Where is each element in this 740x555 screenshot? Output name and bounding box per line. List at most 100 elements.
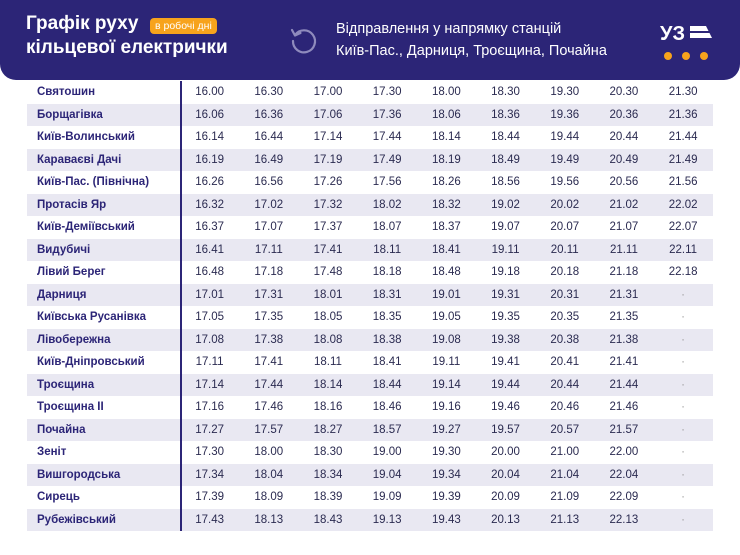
table-row: Дарниця 17.01 17.31 18.01 18.31 19.01 19.31 20.… bbox=[27, 283, 713, 306]
departure-time: 17.32 bbox=[313, 198, 343, 211]
table-row: Видубичі 16.41 17.11 17.41 18.11 18.41 19.11 20… bbox=[27, 238, 713, 261]
departure-time: 18.34 bbox=[313, 468, 343, 481]
departure-time: 17.27 bbox=[195, 423, 224, 436]
departure-time: 22.11 bbox=[669, 243, 698, 256]
station-name: Київ-Пас. (Північна) bbox=[37, 176, 150, 189]
departure-time: 19.07 bbox=[491, 221, 520, 234]
departure-time: 16.06 bbox=[195, 108, 224, 121]
departure-time: 16.56 bbox=[254, 176, 284, 189]
weekday-badge: в робочі дні bbox=[150, 18, 217, 34]
departure-time: 21.56 bbox=[668, 176, 698, 189]
departure-time: 22.07 bbox=[668, 221, 698, 234]
departure-time: 20.36 bbox=[609, 108, 639, 121]
table-row: Протасів Яр 16.32 17.02 17.32 18.02 18.32 19.0… bbox=[27, 193, 713, 216]
departure-time: 17.01 bbox=[195, 288, 224, 301]
departure-time: 19.01 bbox=[431, 288, 461, 301]
table-row: Караваєві Дачі 16.19 16.49 17.19 17.49 18.19 1… bbox=[27, 148, 713, 171]
departure-time: 20.30 bbox=[609, 86, 639, 99]
table-row: Київ-Деміївський 16.37 17.07 17.37 18.07 18.3… bbox=[27, 216, 713, 239]
departure-time: 17.38 bbox=[254, 333, 284, 346]
departure-time: 22.09 bbox=[609, 491, 639, 504]
departure-time: 20.35 bbox=[550, 311, 580, 324]
departure-time: 21.04 bbox=[550, 468, 580, 481]
departure-time: 17.02 bbox=[254, 198, 284, 211]
table-row: Київська Русанівка 17.05 17.35 18.05 18.35 19… bbox=[27, 306, 713, 329]
departure-time: 18.11 bbox=[373, 243, 402, 256]
departure-time: 18.31 bbox=[372, 288, 402, 301]
departure-time: 16.30 bbox=[254, 86, 284, 99]
departure-time: 19.16 bbox=[431, 401, 461, 414]
station-name: Видубичі bbox=[37, 243, 91, 256]
departure-time: 17.35 bbox=[254, 311, 284, 324]
departure-time: 18.11 bbox=[314, 356, 342, 369]
table-row: Київ-Пас. (Північна) 16.26 16.56 17.26 17.56… bbox=[27, 171, 713, 194]
departure-time: 22.00 bbox=[609, 446, 639, 459]
departure-time: · bbox=[681, 468, 686, 481]
departure-time: 19.43 bbox=[431, 513, 461, 526]
circular-arrow-icon bbox=[290, 28, 317, 54]
station-name: Київ-Дніпровський bbox=[37, 356, 145, 369]
departure-time: 17.57 bbox=[254, 423, 284, 436]
departure-time: 16.49 bbox=[254, 153, 284, 166]
departure-time: 18.26 bbox=[431, 176, 461, 189]
departure-time: · bbox=[681, 356, 686, 369]
departure-time: 18.14 bbox=[313, 378, 343, 391]
departure-time: 19.30 bbox=[431, 446, 461, 459]
departure-time: · bbox=[681, 401, 686, 414]
departure-time: 21.38 bbox=[609, 333, 639, 346]
uz-logo: УЗ bbox=[660, 23, 712, 60]
table-row: Святошин 16.00 16.30 17.00 17.30 18.00 18.30 19… bbox=[27, 81, 713, 104]
departure-time: 17.26 bbox=[313, 176, 343, 189]
departure-time: 17.07 bbox=[254, 221, 284, 234]
station-name: Троєщина II bbox=[37, 401, 104, 414]
departure-time: 18.04 bbox=[254, 468, 284, 481]
direction-line-2: Київ-Пас., Дарниця, Троєщина, Почайна bbox=[336, 43, 607, 59]
column-divider bbox=[180, 81, 182, 531]
departure-time: 17.43 bbox=[195, 513, 224, 526]
departure-time: 17.44 bbox=[372, 131, 402, 144]
departure-time: 22.13 bbox=[609, 513, 639, 526]
table-row: Сирець 17.39 18.09 18.39 19.09 19.39 20.09 21.0… bbox=[27, 486, 713, 509]
departure-time: 21.30 bbox=[668, 86, 698, 99]
departure-time: 20.41 bbox=[550, 356, 580, 369]
departure-time: 19.08 bbox=[431, 333, 461, 346]
departure-time: · bbox=[681, 333, 686, 346]
table-row: Вишгородська 17.34 18.04 18.34 19.04 19.34 20.… bbox=[27, 463, 713, 486]
departure-time: 21.44 bbox=[609, 378, 639, 391]
departure-time: 19.39 bbox=[431, 491, 461, 504]
departure-time: 18.01 bbox=[313, 288, 343, 301]
departure-time: 19.35 bbox=[491, 311, 520, 324]
departure-time: 18.44 bbox=[491, 131, 520, 144]
departure-time: 17.11 bbox=[254, 243, 283, 256]
station-name: Протасів Яр bbox=[37, 198, 107, 211]
station-name: Київ-Волинський bbox=[37, 131, 135, 144]
departure-time: 20.38 bbox=[550, 333, 580, 346]
departure-time: 18.41 bbox=[372, 356, 402, 369]
departure-time: · bbox=[681, 446, 686, 459]
departure-time: 21.35 bbox=[609, 311, 639, 324]
departure-time: 20.57 bbox=[550, 423, 580, 436]
departure-time: 18.48 bbox=[431, 266, 461, 279]
station-name: Дарниця bbox=[37, 288, 87, 301]
departure-time: 20.49 bbox=[609, 153, 639, 166]
departure-time: 18.56 bbox=[491, 176, 520, 189]
departure-time: 17.56 bbox=[372, 176, 402, 189]
station-name: Лівобережна bbox=[37, 333, 111, 346]
departure-time: · bbox=[681, 423, 686, 436]
departure-time: 16.26 bbox=[195, 176, 224, 189]
departure-time: 21.49 bbox=[668, 153, 698, 166]
departure-time: 18.16 bbox=[313, 401, 343, 414]
departure-time: 17.46 bbox=[254, 401, 284, 414]
departure-time: 16.14 bbox=[195, 131, 224, 144]
departure-time: 17.30 bbox=[195, 446, 224, 459]
departure-time: 20.44 bbox=[609, 131, 639, 144]
departure-time: 19.05 bbox=[431, 311, 461, 324]
departure-time: 17.05 bbox=[195, 311, 224, 324]
departure-time: 18.00 bbox=[254, 446, 284, 459]
departure-time: 18.00 bbox=[431, 86, 461, 99]
station-name: Лівий Берег bbox=[37, 266, 106, 279]
departure-time: 18.09 bbox=[254, 491, 284, 504]
departure-time: 19.04 bbox=[372, 468, 402, 481]
departure-time: 17.49 bbox=[372, 153, 402, 166]
departure-time: 21.09 bbox=[550, 491, 580, 504]
